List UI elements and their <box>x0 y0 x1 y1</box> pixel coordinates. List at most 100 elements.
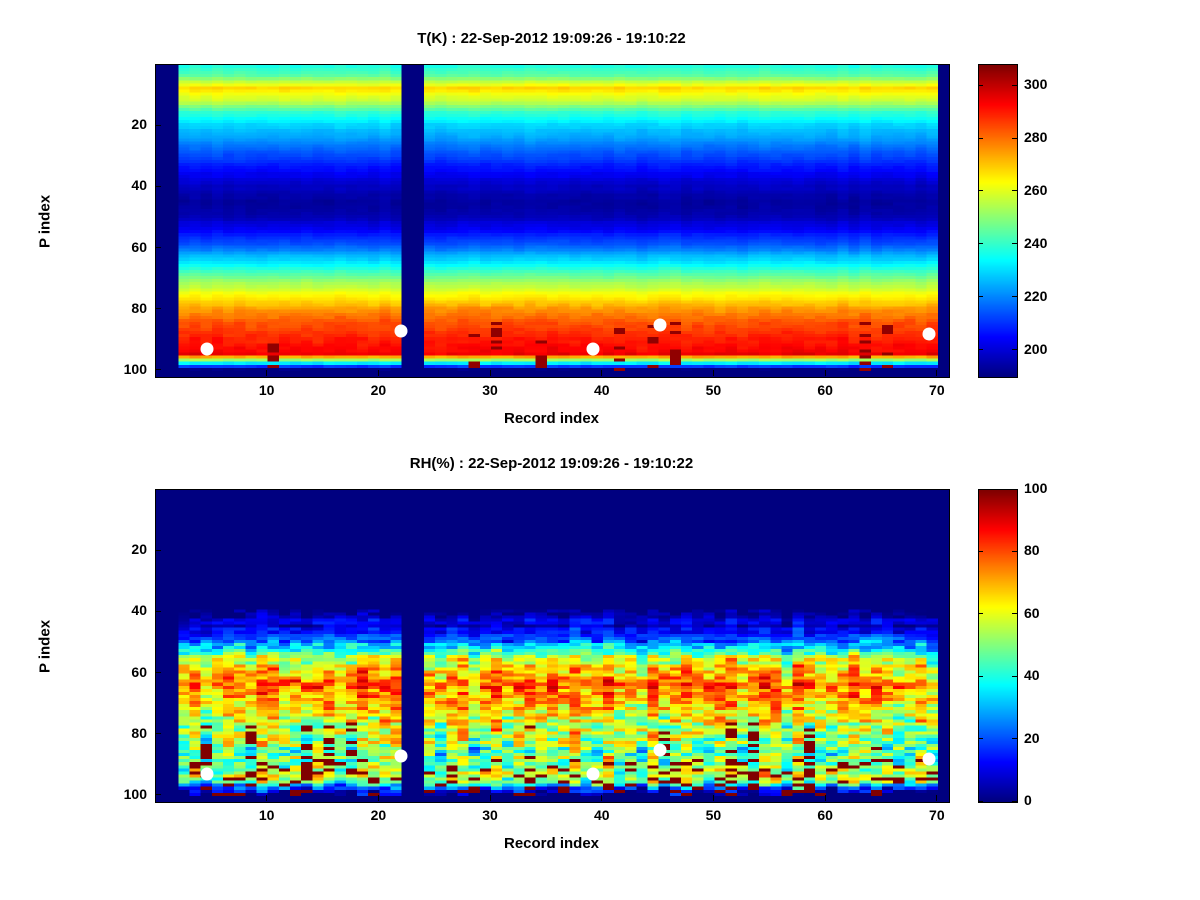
record-marker <box>586 767 600 781</box>
x-tick-label: 40 <box>593 807 610 823</box>
x-axis-label-relative-humidity: Record index <box>503 835 600 852</box>
y-tick-label: 80 <box>131 299 147 316</box>
colorbar-tick-label: 260 <box>1024 181 1048 198</box>
marker-layer-relative-humidity <box>156 490 949 802</box>
record-marker <box>200 767 214 781</box>
colorbar-tick-mark <box>978 613 983 615</box>
chart-title-relative-humidity: RH(%) : 22-Sep-2012 19:09:26 - 19:10:22 <box>409 455 694 472</box>
colorbar-tick-mark <box>978 550 983 552</box>
colorbar-tick-mark <box>1012 84 1017 86</box>
record-marker <box>922 327 936 341</box>
heatmap-image-relative-humidity <box>156 490 949 802</box>
x-tick-mark <box>377 370 379 376</box>
colorbar-tick-mark <box>978 137 983 139</box>
colorbar-tick-mark <box>978 349 983 351</box>
x-tick-mark <box>712 370 714 376</box>
record-marker <box>394 749 408 763</box>
x-tick-label: 10 <box>258 382 275 398</box>
colorbar-tick-mark <box>978 243 983 245</box>
colorbar-tick-mark <box>978 738 983 740</box>
x-tick-label: 10 <box>258 807 275 823</box>
colorbar-tick-mark <box>1012 488 1017 490</box>
y-tick-label: 60 <box>131 238 147 255</box>
x-tick-mark <box>936 795 938 801</box>
y-tick-mark <box>155 185 161 187</box>
x-tick-mark <box>377 795 379 801</box>
colorbar-relative-humidity[interactable] <box>978 489 1018 803</box>
colorbar-tick-mark <box>978 190 983 192</box>
colorbar-tick-mark <box>1012 190 1017 192</box>
x-axis-label-temperature: Record index <box>503 410 600 427</box>
colorbar-tick-mark <box>1012 738 1017 740</box>
colorbar-tick-label: 200 <box>1024 340 1048 357</box>
y-tick-mark <box>155 610 161 612</box>
chart-title-temperature: T(K) : 22-Sep-2012 19:09:26 - 19:10:22 <box>417 30 686 47</box>
x-tick-mark <box>824 795 826 801</box>
record-marker <box>586 342 600 356</box>
heatmap-axes-temperature[interactable] <box>155 64 950 378</box>
y-tick-label: 40 <box>131 602 147 619</box>
colorbar-tick-mark <box>1012 243 1017 245</box>
x-tick-mark <box>489 370 491 376</box>
y-tick-label: 80 <box>131 724 147 741</box>
colorbar-tick-label: 60 <box>1024 604 1040 621</box>
record-marker <box>653 318 667 332</box>
x-tick-label: 30 <box>482 382 498 398</box>
colorbar-tick-mark <box>1012 550 1017 552</box>
colorbar-tick-mark <box>978 84 983 86</box>
x-tick-label: 50 <box>705 382 722 398</box>
y-tick-label: 20 <box>131 541 147 558</box>
colorbar-tick-label: 80 <box>1024 542 1040 559</box>
record-marker <box>653 743 667 757</box>
heatmap-axes-relative-humidity[interactable] <box>155 489 950 803</box>
y-axis-label-relative-humidity: P index <box>36 619 54 674</box>
marker-layer-temperature <box>156 65 949 377</box>
colorbar-tick-mark <box>1012 296 1017 298</box>
y-tick-label: 60 <box>131 663 147 680</box>
colorbar-tick-mark <box>978 488 983 490</box>
x-tick-label: 20 <box>370 382 387 398</box>
x-tick-mark <box>824 370 826 376</box>
colorbar-tick-mark <box>978 296 983 298</box>
record-marker <box>200 342 214 356</box>
y-tick-mark <box>155 794 161 796</box>
x-tick-mark <box>601 370 603 376</box>
x-tick-label: 60 <box>817 807 833 823</box>
record-marker <box>922 752 936 766</box>
panel-relative-humidity: RH(%) : 22-Sep-2012 19:09:26 - 19:10:22 … <box>0 425 1200 900</box>
colorbar-gradient-temperature <box>979 65 1017 377</box>
x-tick-label: 30 <box>482 807 498 823</box>
colorbar-tick-label: 220 <box>1024 287 1048 304</box>
y-tick-label: 100 <box>123 360 147 377</box>
x-tick-mark <box>489 795 491 801</box>
y-tick-mark <box>155 124 161 126</box>
colorbar-tick-label: 240 <box>1024 234 1048 251</box>
colorbar-tick-mark <box>978 675 983 677</box>
colorbar-tick-label: 0 <box>1024 792 1032 808</box>
x-tick-mark <box>266 795 268 801</box>
x-tick-label: 70 <box>929 382 945 398</box>
colorbar-tick-label: 100 <box>1024 480 1048 496</box>
colorbar-tick-label: 300 <box>1024 76 1048 93</box>
colorbar-temperature[interactable] <box>978 64 1018 378</box>
colorbar-tick-mark <box>978 800 983 802</box>
y-tick-mark <box>155 369 161 371</box>
x-tick-label: 20 <box>370 807 387 823</box>
colorbar-tick-mark <box>1012 613 1017 615</box>
x-tick-mark <box>712 795 714 801</box>
y-tick-mark <box>155 247 161 249</box>
colorbar-tick-label: 280 <box>1024 129 1048 146</box>
y-tick-label: 100 <box>123 785 147 802</box>
y-tick-mark <box>155 549 161 551</box>
x-tick-mark <box>936 370 938 376</box>
y-tick-label: 40 <box>131 177 147 194</box>
colorbar-tick-label: 40 <box>1024 667 1040 684</box>
x-tick-mark <box>601 795 603 801</box>
colorbar-tick-mark <box>1012 675 1017 677</box>
colorbar-tick-label: 20 <box>1024 729 1040 746</box>
y-axis-label-temperature: P index <box>36 194 54 249</box>
x-tick-label: 70 <box>929 807 945 823</box>
y-tick-label: 20 <box>131 116 147 133</box>
colorbar-tick-mark <box>1012 137 1017 139</box>
